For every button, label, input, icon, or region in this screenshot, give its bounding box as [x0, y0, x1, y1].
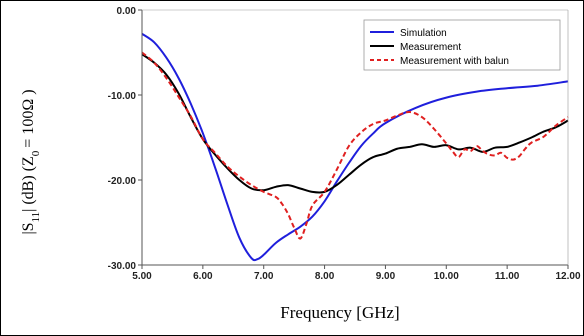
x-tick-label: 8.00	[315, 271, 335, 282]
y-tick-label: 0.00	[117, 6, 137, 17]
y-tick-label: -20.00	[108, 176, 137, 187]
legend-label: Simulation	[400, 28, 447, 39]
legend: Simulation Measurement Measurement with ba…	[363, 19, 561, 71]
y-axis-label: |S11| (dB) (Z0= 100Ω )	[20, 89, 42, 234]
series-line-measurement	[141, 53, 569, 194]
tick-labels: 5.00 6.00 7.00 8.00 9.00 10.00 11.00 12.00 0.00 -…	[108, 6, 581, 282]
x-tick-label: 11.00	[495, 271, 520, 282]
x-tick-label: 10.00	[434, 271, 459, 282]
series-line-measurement-with-balun	[141, 51, 569, 240]
legend-label: Measurement	[400, 42, 461, 53]
y-tick-label: -30.00	[108, 261, 137, 272]
legend-label: Measurement with balun	[400, 56, 509, 67]
x-tick-label: 12.00	[555, 271, 580, 282]
legend-box	[363, 19, 561, 71]
x-tick-label: 6.00	[193, 271, 213, 282]
axes-layer	[138, 9, 569, 269]
x-tick-label: 9.00	[376, 271, 396, 282]
x-axis-label: Frequency [GHz]	[280, 303, 399, 322]
series-layer	[141, 32, 569, 262]
x-tick-label: 7.00	[254, 271, 274, 282]
series-line-simulation	[141, 32, 569, 262]
x-tick-label: 5.00	[132, 271, 152, 282]
y-tick-label: -10.00	[108, 91, 137, 102]
